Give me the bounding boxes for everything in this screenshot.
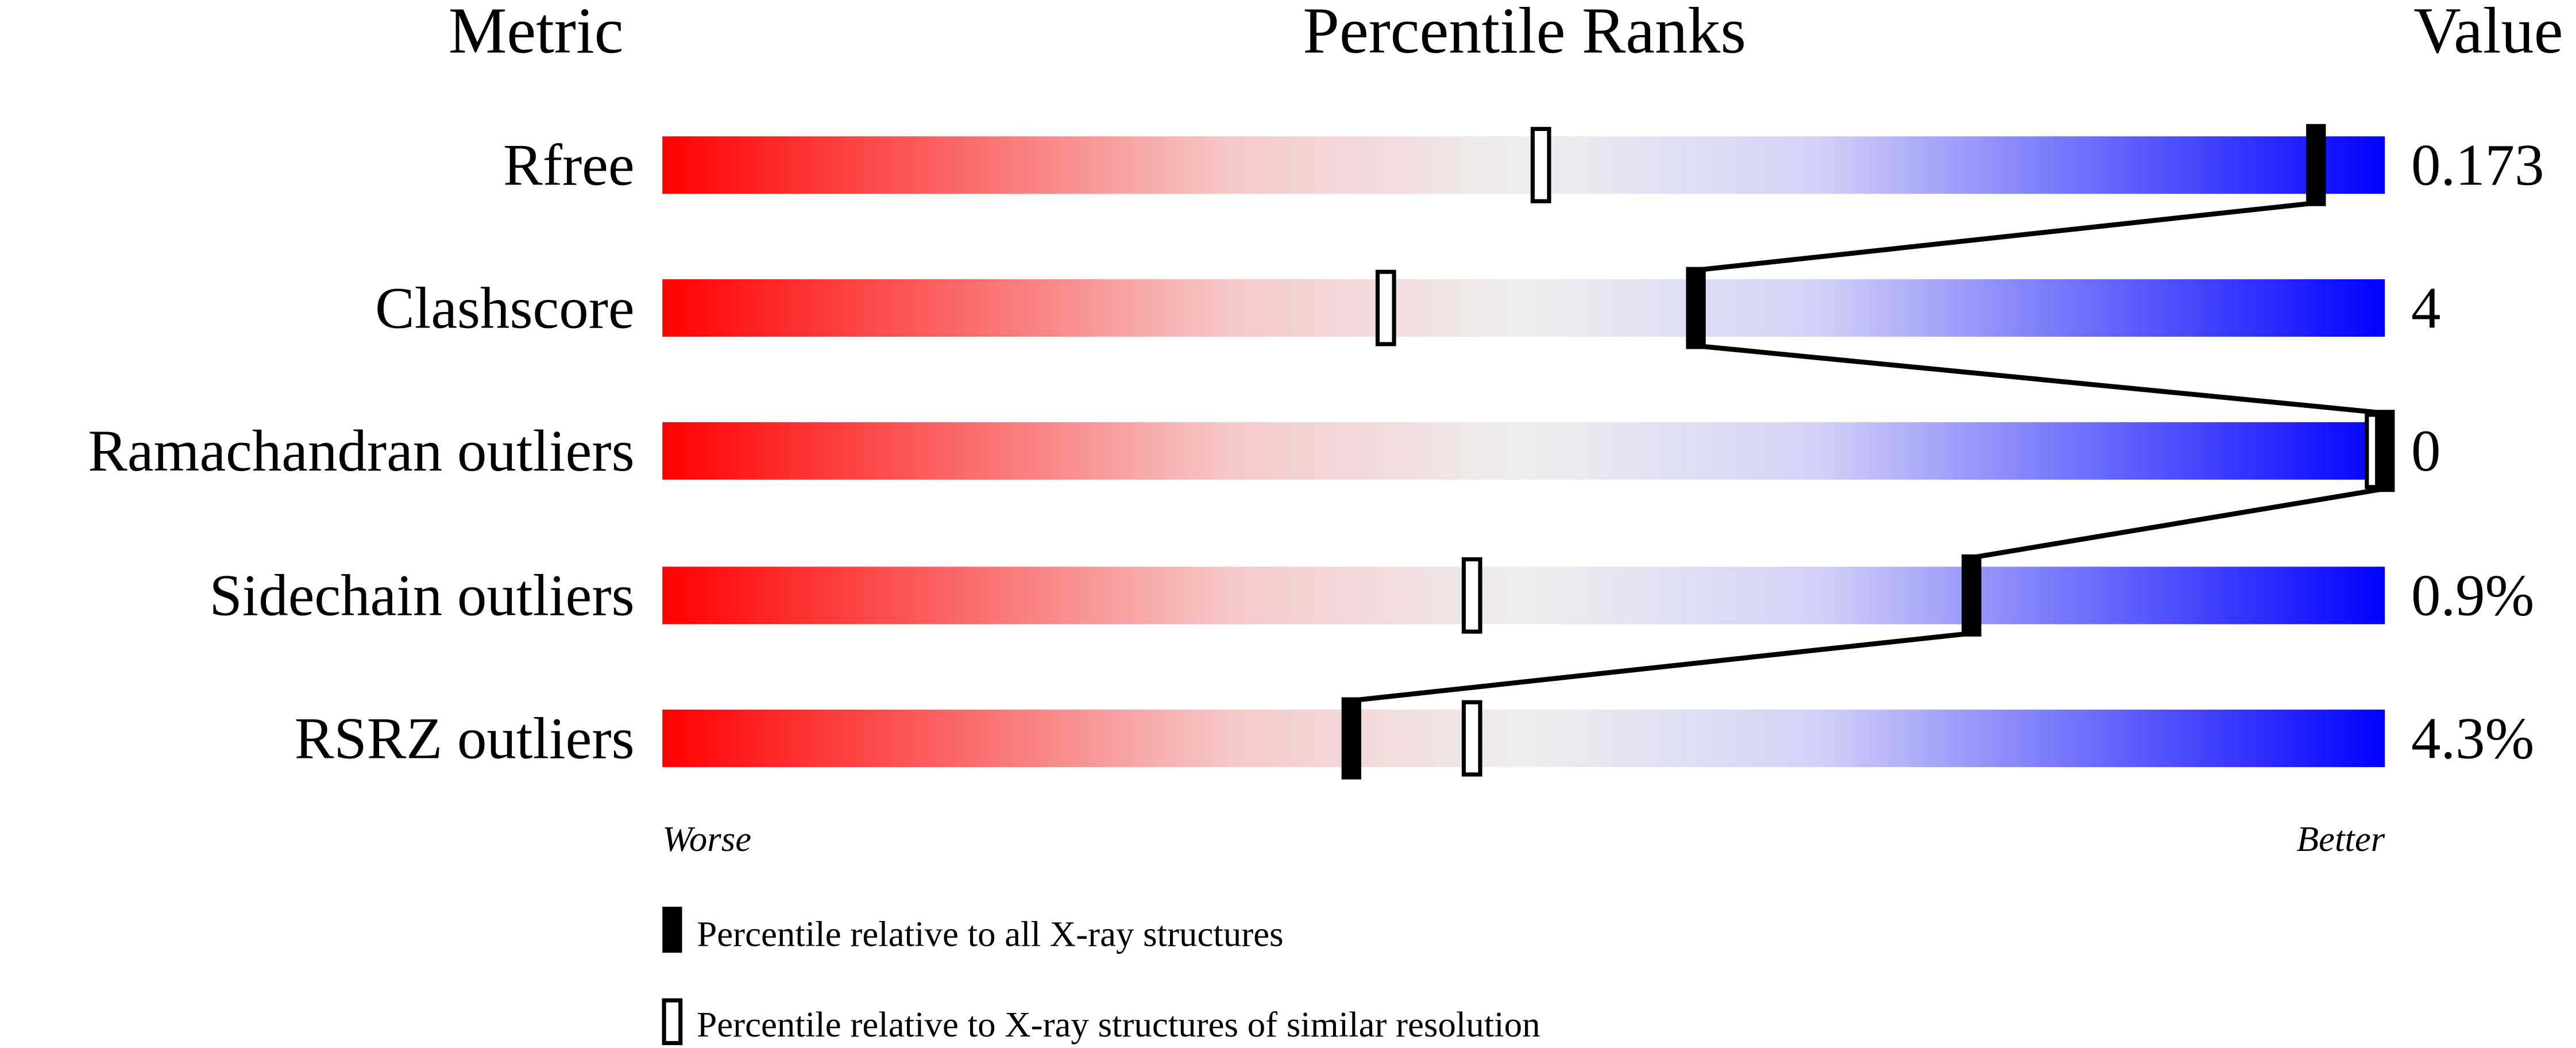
metric-label: Sidechain outliers	[209, 563, 634, 629]
metric-label: Ramachandran outliers	[88, 418, 635, 484]
metric-label: RSRZ outliers	[295, 706, 635, 771]
percentile-bar	[662, 279, 2385, 337]
connector-line	[1696, 200, 2316, 273]
percentile-bar	[662, 136, 2385, 194]
header-percentile: Percentile Ranks	[1303, 0, 1746, 67]
metric-label: Rfree	[503, 133, 635, 198]
axis-better-label: Better	[2297, 819, 2385, 859]
legend-open-marker	[662, 998, 683, 1045]
header-metric: Metric	[449, 0, 624, 67]
similar-resolution-marker	[1461, 557, 1482, 634]
metric-value: 0	[2411, 418, 2440, 484]
legend-filled-label: Percentile relative to all X-ray structu…	[697, 914, 1283, 954]
connector-line	[1351, 630, 1972, 703]
connector-line	[1971, 486, 2385, 560]
similar-resolution-marker	[1461, 700, 1482, 777]
connector-line	[1696, 343, 2385, 416]
metric-value: 4	[2411, 275, 2440, 341]
all-structures-marker	[1686, 267, 1706, 349]
percentile-bar	[662, 567, 2385, 625]
axis-worse-label: Worse	[662, 819, 751, 859]
percentile-bar	[662, 710, 2385, 768]
metric-value: 4.3%	[2411, 706, 2534, 771]
legend-filled-marker	[662, 907, 682, 953]
header-value: Value	[2413, 0, 2563, 67]
similar-resolution-marker	[1530, 126, 1551, 203]
metric-value: 0.173	[2411, 133, 2544, 198]
percentile-bar	[662, 422, 2385, 480]
metric-value: 0.9%	[2411, 563, 2534, 629]
all-structures-marker	[1961, 554, 1982, 637]
legend-open-label: Percentile relative to X-ray structures …	[697, 1004, 1540, 1045]
all-structures-marker	[2306, 124, 2326, 206]
similar-resolution-marker	[1375, 269, 1396, 346]
all-structures-marker	[1341, 697, 1362, 780]
metric-label: Clashscore	[375, 275, 635, 341]
all-structures-marker	[2375, 410, 2395, 492]
